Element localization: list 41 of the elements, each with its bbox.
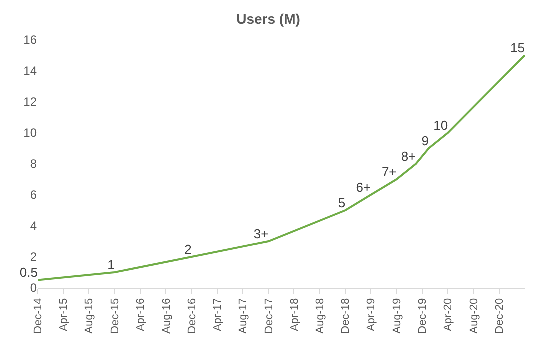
y-tick-label: 16 <box>24 33 38 48</box>
data-label: 3+ <box>254 226 269 242</box>
x-tick-label: Apr-15 <box>58 298 70 332</box>
data-label: 9 <box>422 133 429 148</box>
x-tick-label: Aug-16 <box>160 298 173 334</box>
y-tick-label: 12 <box>24 95 38 110</box>
y-tick-label: 4 <box>30 219 38 234</box>
x-tick-label: Apr-16 <box>135 298 148 332</box>
x-tick-label: Apr-20 <box>442 298 455 332</box>
data-label: 10 <box>434 118 448 133</box>
x-tick-label: Aug-19 <box>391 298 404 334</box>
data-label: 2 <box>184 242 192 257</box>
data-label: 15 <box>510 40 525 56</box>
data-label: 7+ <box>382 164 397 180</box>
x-tick-label: Aug-17 <box>238 298 250 334</box>
x-tick-label: Dec-20 <box>494 298 506 334</box>
line-series <box>38 54 525 282</box>
data-label: 1 <box>108 257 115 272</box>
y-tick-label: 8 <box>30 157 38 172</box>
x-tick-label: Dec-16 <box>186 298 198 334</box>
x-tick-label: Aug-18 <box>314 298 327 334</box>
data-label: 6+ <box>356 180 372 195</box>
x-tick-label: Aug-20 <box>468 298 480 334</box>
y-tick-label: 6 <box>30 188 38 202</box>
y-tick-label: 10 <box>24 126 38 140</box>
x-tick-label: Apr-17 <box>212 298 224 332</box>
x-tick-label: Aug-15 <box>84 298 96 334</box>
data-label: 8+ <box>401 148 416 164</box>
x-tick-label: Apr-19 <box>366 298 378 332</box>
x-tick-label: Dec-18 <box>340 298 352 334</box>
data-label: 5 <box>338 195 346 210</box>
x-tick-label: Dec-15 <box>109 298 122 334</box>
y-tick-label: 0 <box>30 281 38 296</box>
x-tick-label: Dec-14 <box>32 298 45 334</box>
x-tick-label: Dec-17 <box>263 298 276 334</box>
data-label: 0.5 <box>20 265 38 280</box>
y-tick-label: 14 <box>24 64 38 78</box>
y-tick-label: 2 <box>30 250 38 264</box>
chart-title: Users (M) <box>236 10 300 27</box>
x-tick-label: Dec-19 <box>417 298 430 334</box>
x-tick-label: Apr-18 <box>288 298 301 332</box>
